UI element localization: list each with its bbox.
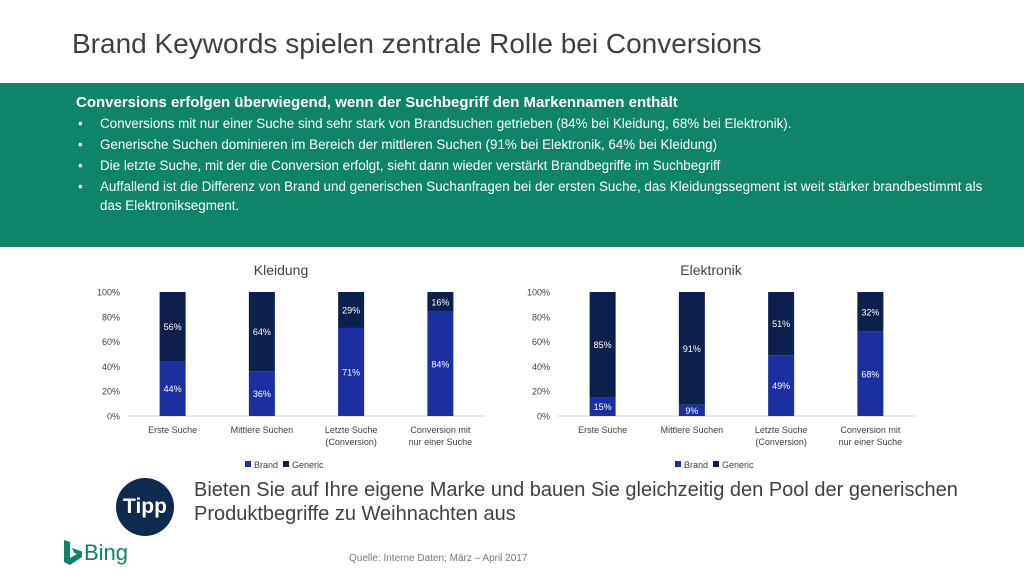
x-tick-label: Conversion mit: [840, 425, 901, 435]
data-label: 71%: [342, 367, 360, 377]
y-tick-label: 20%: [532, 387, 550, 397]
y-tick-label: 0%: [107, 412, 120, 422]
bar-generic: [427, 292, 454, 312]
summary-bullet: Auffallend ist die Differenz von Brand u…: [76, 177, 1004, 215]
page-title: Brand Keywords spielen zentrale Rolle be…: [72, 28, 762, 59]
x-tick-label: Letzte Suche: [325, 425, 378, 435]
data-label: 9%: [685, 406, 698, 416]
bar-generic: [248, 292, 275, 372]
bar-brand: [248, 371, 275, 416]
x-tick-label: Mittlere Suchen: [661, 425, 724, 435]
bar-generic: [768, 292, 795, 356]
data-label: 49%: [772, 381, 790, 391]
x-tick-label: nur einer Suche: [839, 437, 903, 447]
bar-generic: [589, 292, 616, 398]
legend-label: Generic: [722, 460, 754, 470]
x-tick-label: (Conversion): [755, 437, 807, 447]
bing-wordmark: Bing: [84, 540, 129, 565]
bar-generic: [857, 292, 884, 332]
bar-brand: [857, 331, 884, 416]
legend-swatch: [283, 461, 289, 467]
legend-label: Generic: [292, 460, 324, 470]
y-tick-label: 80%: [102, 312, 120, 322]
data-label: 51%: [772, 319, 790, 329]
data-label: 32%: [861, 307, 879, 317]
bar-brand: [768, 355, 795, 416]
y-tick-label: 60%: [102, 337, 120, 347]
chart-kleidung: Kleidung 0% 20% 40% 60% 80% 100% 44% 56% Erste Su…: [90, 258, 490, 478]
legend-swatch: [245, 461, 251, 467]
chart-title: Kleidung: [254, 262, 309, 278]
bar-brand: [427, 311, 454, 416]
x-tick-label: Mittlere Suchen: [231, 425, 294, 435]
summary-list: Conversions mit nur einer Suche sind seh…: [76, 114, 1004, 215]
data-label: 68%: [861, 369, 879, 379]
bar-generic: [678, 292, 705, 405]
bar-brand: [589, 397, 616, 416]
summary-bullet: Generische Suchen dominieren im Bereich …: [76, 135, 1004, 154]
x-tick-label: (Conversion): [325, 437, 377, 447]
data-label: 56%: [164, 322, 182, 332]
data-label: 16%: [431, 297, 449, 307]
legend-swatch: [675, 461, 681, 467]
bing-logo-icon: [64, 540, 82, 565]
data-label: 15%: [594, 402, 612, 412]
x-tick-label: Conversion mit: [410, 425, 471, 435]
y-tick-label: 100%: [97, 288, 120, 298]
chart-svg: Elektronik 0% 20% 40% 60% 80% 100% 15% 85% Erste …: [527, 262, 915, 470]
summary-heading: Conversions erfolgen überwiegend, wenn d…: [76, 94, 678, 111]
bar-brand: [159, 361, 186, 416]
legend-label: Brand: [254, 460, 278, 470]
x-tick-label: Erste Suche: [578, 425, 627, 435]
tipp-text: Bieten Sie auf Ihre eigene Marke und bau…: [194, 479, 958, 525]
data-label: 64%: [253, 327, 271, 337]
y-tick-label: 40%: [532, 362, 550, 372]
y-tick-label: 100%: [527, 288, 550, 298]
y-tick-label: 40%: [102, 362, 120, 372]
y-tick-label: 60%: [532, 337, 550, 347]
bar-generic: [338, 292, 365, 328]
bar-generic: [159, 292, 186, 362]
tipp-badge: Tipp: [116, 478, 174, 536]
chart-svg: Kleidung 0% 20% 40% 60% 80% 100% 44% 56% Erste Su…: [97, 262, 485, 470]
chart-elektronik: Elektronik 0% 20% 40% 60% 80% 100% 15% 85% Erste …: [520, 258, 920, 478]
bar-brand: [338, 327, 365, 416]
data-label: 29%: [342, 305, 360, 315]
summary-bullet: Conversions mit nur einer Suche sind seh…: [76, 114, 1004, 133]
data-label: 44%: [164, 384, 182, 394]
data-label: 84%: [431, 359, 449, 369]
summary-band: Conversions erfolgen überwiegend, wenn d…: [0, 83, 1024, 247]
chart-title: Elektronik: [680, 262, 742, 278]
data-label: 91%: [683, 344, 701, 354]
legend-label: Brand: [684, 460, 708, 470]
y-tick-label: 20%: [102, 387, 120, 397]
x-tick-label: nur einer Suche: [409, 437, 473, 447]
bar-brand: [678, 404, 705, 416]
legend-swatch: [713, 461, 719, 467]
x-tick-label: Letzte Suche: [755, 425, 808, 435]
data-label: 85%: [594, 340, 612, 350]
y-tick-label: 80%: [532, 312, 550, 322]
y-tick-label: 0%: [537, 412, 550, 422]
source-note: Quelle: Interne Daten; März – April 2017: [349, 553, 528, 564]
x-tick-label: Erste Suche: [148, 425, 197, 435]
summary-bullet: Die letzte Suche, mit der die Conversion…: [76, 156, 1004, 175]
data-label: 36%: [253, 389, 271, 399]
